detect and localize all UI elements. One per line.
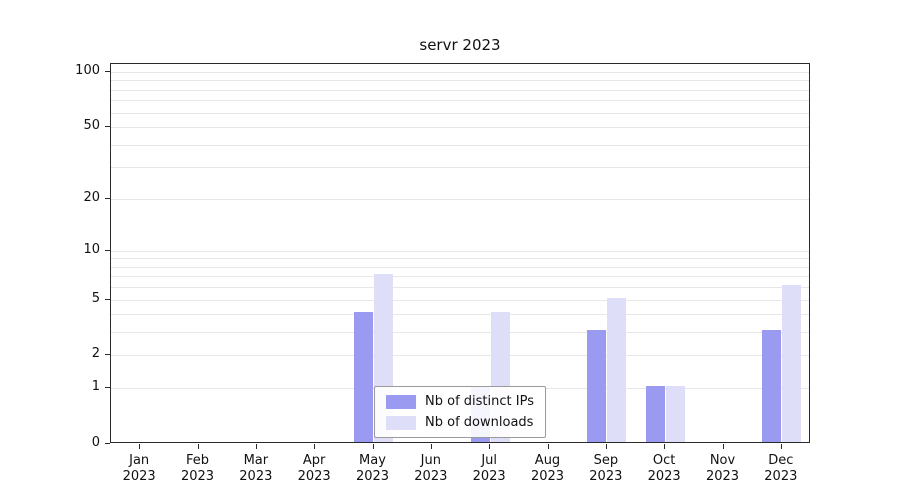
y-tick-label: 50: [83, 118, 100, 134]
legend: Nb of distinct IPs Nb of downloads: [374, 386, 546, 438]
y-tick-label: 0: [91, 435, 100, 450]
y-tick-mark: [105, 249, 110, 251]
y-tick-mark: [105, 354, 110, 356]
gridline: [111, 332, 809, 334]
bar-distinct-ips: [354, 312, 373, 442]
gridline: [111, 89, 809, 91]
bar-downloads: [607, 297, 627, 442]
y-tick-label: 10: [83, 241, 100, 257]
chart-title: servr 2023: [419, 36, 501, 54]
x-tick-mark: [547, 444, 549, 449]
gridline: [111, 127, 809, 129]
x-tick-mark: [314, 444, 316, 449]
x-tick-label: Sep 2023: [589, 453, 623, 484]
y-tick-mark: [105, 71, 110, 72]
x-tick-label: Mar 2023: [239, 453, 273, 484]
gridline: [111, 250, 809, 252]
x-tick-mark: [430, 444, 432, 449]
gridline: [111, 198, 809, 200]
y-tick-mark: [105, 443, 110, 444]
gridline: [111, 167, 809, 169]
y-tick-mark: [105, 387, 110, 389]
legend-swatch-distinct-ips: [386, 394, 417, 409]
x-tick-label: Jun 2023: [414, 453, 448, 484]
bar-downloads: [665, 386, 685, 442]
y-tick-label: 20: [83, 189, 100, 205]
gridline: [111, 80, 809, 82]
y-tick-label: 5: [91, 290, 100, 306]
y-tick-mark: [105, 298, 110, 300]
gridline: [111, 276, 809, 278]
plot-area: Nb of distinct IPs Nb of downloads: [110, 63, 810, 443]
x-tick-mark: [372, 444, 374, 449]
x-tick-label: Jul 2023: [472, 453, 506, 484]
x-tick-label: Feb 2023: [180, 453, 215, 484]
bar-distinct-ips: [645, 386, 665, 442]
gridline: [111, 258, 809, 260]
bar-downloads: [782, 285, 802, 442]
x-tick-mark: [605, 444, 607, 449]
x-tick-mark: [722, 444, 724, 449]
x-tick-label: Oct 2023: [647, 453, 681, 484]
gridline: [111, 100, 809, 102]
x-tick-mark: [664, 444, 666, 449]
x-tick-label: Dec 2023: [764, 453, 798, 484]
gridline: [111, 112, 809, 114]
x-tick-mark: [780, 444, 782, 449]
x-tick-mark: [197, 444, 199, 449]
gridline: [111, 314, 809, 316]
gridline: [111, 72, 809, 73]
x-tick-mark: [489, 444, 491, 449]
y-tick-mark: [105, 197, 110, 199]
legend-label-downloads: Nb of downloads: [425, 415, 534, 430]
bar-distinct-ips: [587, 330, 607, 442]
x-tick-label: Apr 2023: [297, 453, 331, 484]
x-tick-label: Jan 2023: [122, 453, 156, 484]
y-tick-label: 2: [91, 346, 100, 362]
x-tick-label: May 2023: [355, 453, 390, 484]
y-tick-mark: [105, 126, 110, 128]
x-tick-mark: [139, 444, 141, 449]
gridline: [111, 144, 809, 146]
gridline: [111, 299, 809, 301]
x-tick-mark: [255, 444, 257, 449]
y-tick-label: 1: [91, 379, 100, 395]
x-tick-label: Nov 2023: [705, 453, 740, 484]
gridline: [111, 355, 809, 357]
bar-distinct-ips: [762, 330, 782, 442]
gridline: [111, 287, 809, 289]
legend-swatch-downloads: [386, 415, 417, 430]
legend-label-distinct-ips: Nb of distinct IPs: [425, 394, 534, 409]
legend-item-distinct-ips: Nb of distinct IPs: [386, 394, 534, 409]
legend-item-downloads: Nb of downloads: [386, 415, 534, 430]
x-tick-label: Aug 2023: [530, 453, 565, 484]
gridline: [111, 266, 809, 268]
y-tick-label: 100: [75, 63, 100, 78]
